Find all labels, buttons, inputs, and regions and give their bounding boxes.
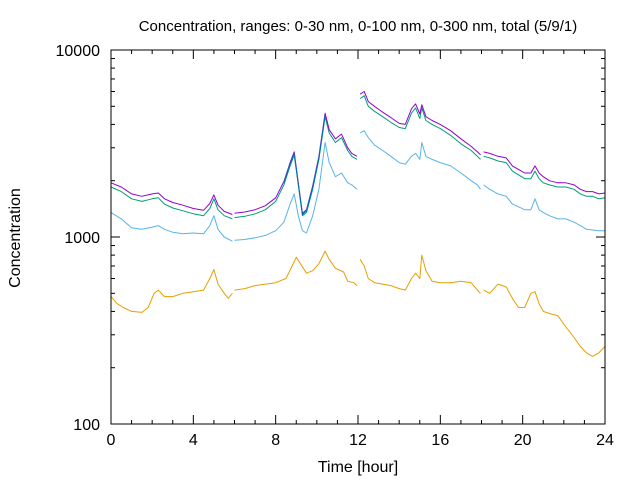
- series-4-segment-0: [283, 114, 326, 215]
- series-0-segment-2: [359, 254, 481, 294]
- series-1-segment-3: [483, 184, 605, 232]
- y-tick-label: 100: [73, 417, 100, 434]
- series-3-segment-2: [359, 91, 481, 156]
- series-1-segment-1: [234, 142, 358, 241]
- series-0-segment-1: [234, 250, 358, 291]
- y-tick-label: 1000: [64, 230, 100, 247]
- x-tick-label: 20: [514, 432, 532, 449]
- series-2-segment-0: [110, 186, 233, 220]
- plot-series: [110, 91, 606, 357]
- axis-ticks: [110, 49, 606, 425]
- y-tick-label: 10000: [56, 43, 101, 60]
- tick-labels: 0 4 8 12 16 20 24 100 1000 10000: [56, 43, 615, 449]
- series-3-segment-3: [483, 151, 606, 195]
- series-0-segment-3: [483, 283, 606, 357]
- y-axis-label: Concentration: [7, 188, 24, 288]
- x-tick-label: 8: [271, 432, 280, 449]
- x-tick-label: 4: [189, 432, 198, 449]
- series-2-segment-1: [234, 116, 358, 219]
- plot-frame: [110, 49, 606, 425]
- series-3-segment-1: [234, 112, 358, 214]
- x-tick-label: 12: [349, 432, 367, 449]
- series-1-segment-0: [110, 212, 233, 242]
- x-tick-label: 24: [596, 432, 614, 449]
- x-tick-label: 16: [431, 432, 449, 449]
- series-0-segment-0: [110, 269, 233, 313]
- chart-title: Concentration, ranges: 0-30 nm, 0-100 nm…: [139, 18, 578, 35]
- series-2-segment-2: [359, 95, 481, 160]
- series-3-segment-0: [110, 182, 233, 215]
- x-axis-label: Time [hour]: [318, 459, 398, 476]
- series-2-segment-3: [483, 155, 606, 200]
- x-tick-label: 0: [107, 432, 116, 449]
- series-1-segment-2: [359, 130, 481, 190]
